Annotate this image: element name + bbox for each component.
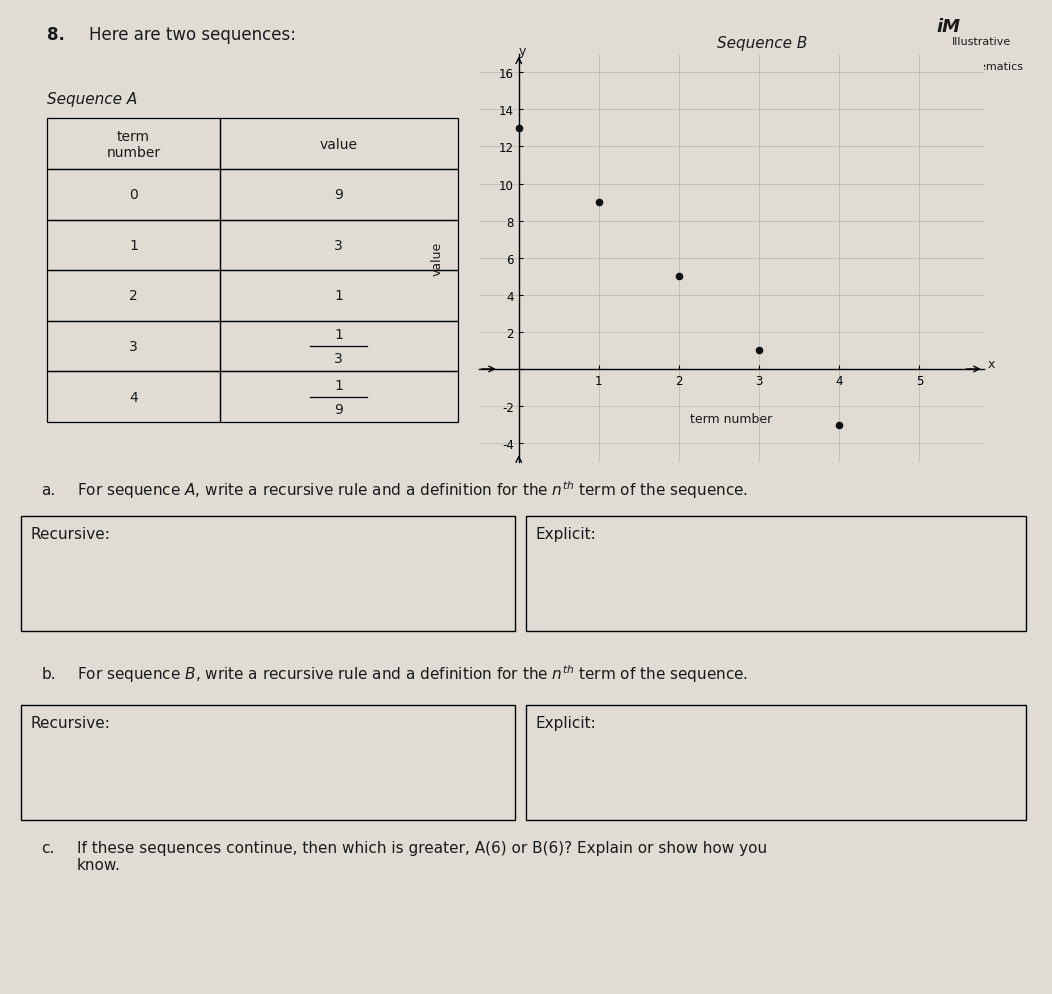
Text: 3: 3 bbox=[335, 239, 343, 252]
Text: If these sequences continue, then which is greater, A(6) or B(6)? Explain or sho: If these sequences continue, then which … bbox=[77, 840, 767, 873]
Text: Mathematics: Mathematics bbox=[952, 62, 1024, 72]
Bar bbox=[220, 372, 458, 422]
Text: c.: c. bbox=[41, 840, 55, 855]
Text: Explicit:: Explicit: bbox=[537, 715, 596, 730]
Text: a.: a. bbox=[41, 482, 56, 497]
Bar bbox=[47, 170, 220, 221]
Text: b.: b. bbox=[41, 666, 56, 681]
Text: 9: 9 bbox=[335, 403, 343, 416]
Text: Recursive:: Recursive: bbox=[31, 526, 110, 541]
Text: 1: 1 bbox=[335, 328, 343, 342]
Bar bbox=[220, 321, 458, 372]
Bar bbox=[47, 372, 220, 422]
X-axis label: term number: term number bbox=[690, 413, 772, 425]
Y-axis label: value: value bbox=[430, 242, 443, 275]
Text: value: value bbox=[320, 137, 358, 151]
Text: 4: 4 bbox=[129, 391, 138, 405]
Text: Sequence A: Sequence A bbox=[47, 91, 138, 107]
Bar bbox=[47, 221, 220, 271]
Text: 1: 1 bbox=[335, 378, 343, 393]
Text: 3: 3 bbox=[129, 340, 138, 354]
Text: iM: iM bbox=[936, 18, 960, 36]
Text: 2: 2 bbox=[129, 289, 138, 303]
Text: Recursive:: Recursive: bbox=[31, 715, 110, 730]
Text: x: x bbox=[988, 358, 995, 371]
Text: Sequence B: Sequence B bbox=[716, 36, 807, 51]
Text: 9: 9 bbox=[335, 188, 343, 202]
Text: 1: 1 bbox=[129, 239, 138, 252]
Text: 8.: 8. bbox=[47, 26, 65, 44]
Text: 3: 3 bbox=[335, 352, 343, 366]
Bar bbox=[47, 321, 220, 372]
Bar bbox=[220, 221, 458, 271]
Text: For sequence $\mathit{A}$, write a recursive rule and a definition for the $n^{t: For sequence $\mathit{A}$, write a recur… bbox=[77, 479, 748, 500]
Text: 0: 0 bbox=[129, 188, 138, 202]
Text: y: y bbox=[519, 46, 526, 59]
Text: 1: 1 bbox=[335, 289, 343, 303]
Bar bbox=[220, 170, 458, 221]
Bar bbox=[47, 119, 220, 170]
Text: Explicit:: Explicit: bbox=[537, 526, 596, 541]
Bar bbox=[47, 271, 220, 321]
Bar bbox=[220, 271, 458, 321]
Bar bbox=[220, 119, 458, 170]
Text: term
number: term number bbox=[106, 129, 161, 160]
Text: Here are two sequences:: Here are two sequences: bbox=[89, 26, 297, 44]
Text: Illustrative: Illustrative bbox=[952, 37, 1011, 48]
Text: For sequence $\mathit{B}$, write a recursive rule and a definition for the $n^{t: For sequence $\mathit{B}$, write a recur… bbox=[77, 663, 748, 684]
